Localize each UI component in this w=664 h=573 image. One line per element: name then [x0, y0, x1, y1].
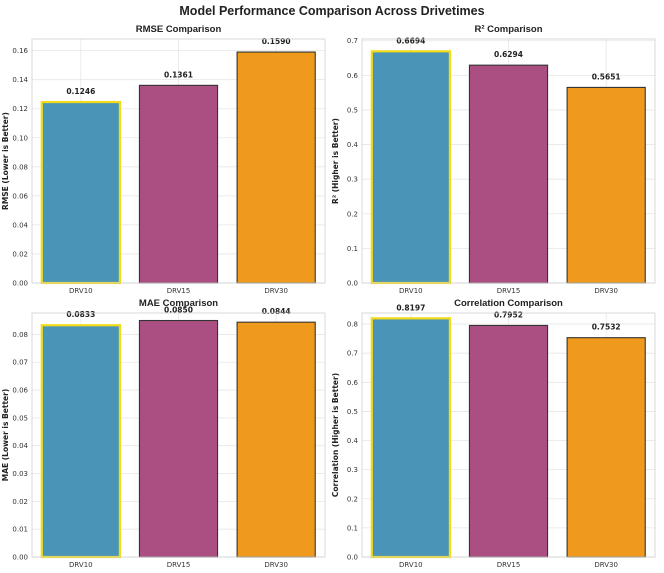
data-label-drv10: 0.1246 — [66, 87, 95, 96]
x-tick-label: DRV30 — [264, 287, 288, 295]
plot-frame — [361, 312, 656, 558]
y-tick-label: 0.1 — [347, 245, 358, 253]
bar-drv30 — [236, 321, 316, 558]
bar-drv10 — [370, 317, 451, 559]
bar-drv30 — [566, 86, 646, 284]
y-tick-label: 0.14 — [12, 76, 28, 84]
y-tick-label: 0.0 — [347, 554, 358, 562]
bar-drv15 — [468, 64, 549, 284]
subplot-title: Correlation Comparison — [454, 298, 563, 309]
y-tick-label: 0.7 — [347, 37, 358, 45]
y-tick-label: 0.00 — [12, 280, 28, 288]
y-tick-label: 0.5 — [347, 408, 358, 416]
subplot-title: R² Comparison — [474, 24, 542, 35]
y-tick-label: 0.6 — [347, 379, 359, 387]
bar-drv15 — [468, 324, 549, 558]
bar-drv30 — [236, 51, 316, 284]
data-label-drv15: 0.0850 — [164, 306, 193, 315]
y-tick-label: 0.3 — [347, 466, 358, 474]
y-axis-label: Correlation (Higher is Better) — [331, 373, 340, 497]
subplot-1: 0.1246 0.1361 0.1590 0.00 0.02 0.04 0.06 0.08 0.… — [1, 24, 326, 295]
y-axis-label: R² (Higher is Better) — [331, 118, 340, 204]
data-label-drv30: 0.1590 — [262, 37, 291, 46]
data-label-drv15: 0.7952 — [494, 310, 523, 319]
x-tick-label: DRV15 — [167, 561, 191, 569]
y-tick-label: 0.02 — [12, 250, 28, 258]
plot-frame — [31, 38, 326, 284]
y-tick-label: 0.00 — [12, 554, 28, 562]
subplot-4: 0.8197 0.7952 0.7532 0.0 0.1 0.2 0.3 0.4 0.5 0.6 0… — [331, 298, 656, 569]
y-tick-label: 0.05 — [12, 414, 28, 422]
figure-title: Model Performance Comparison Across Driv… — [179, 4, 484, 18]
y-tick-label: 0.04 — [12, 221, 28, 229]
plot-frame — [31, 312, 326, 558]
bar-drv10 — [40, 100, 121, 285]
x-tick-label: DRV10 — [69, 561, 93, 569]
subplot-2: 0.6694 0.6294 0.5651 0.0 0.1 0.2 0.3 0.4 0.5 0.6 0… — [331, 24, 656, 295]
y-tick-label: 0.06 — [12, 192, 28, 200]
x-tick-label: DRV10 — [69, 287, 93, 295]
y-tick-label: 0.2 — [347, 210, 358, 218]
data-label-drv15: 0.6294 — [494, 50, 523, 59]
y-tick-label: 0.16 — [12, 47, 28, 55]
y-tick-label: 0.04 — [12, 442, 28, 450]
y-tick-label: 0.5 — [347, 106, 358, 114]
y-tick-label: 0.7 — [347, 350, 358, 358]
y-tick-label: 0.01 — [12, 526, 28, 534]
y-tick-label: 0.6 — [347, 72, 359, 80]
bar-drv30 — [566, 337, 646, 558]
y-tick-label: 0.8 — [347, 321, 358, 329]
data-label-drv10: 0.0833 — [66, 310, 95, 319]
y-tick-label: 0.0 — [347, 280, 358, 288]
x-tick-label: DRV10 — [399, 561, 423, 569]
y-tick-label: 0.4 — [347, 437, 359, 445]
data-label-drv10: 0.8197 — [396, 303, 425, 312]
y-tick-label: 0.3 — [347, 176, 358, 184]
y-tick-label: 0.02 — [12, 498, 28, 506]
y-tick-label: 0.06 — [12, 387, 28, 395]
bar-drv15 — [138, 84, 219, 284]
x-tick-label: DRV15 — [167, 287, 191, 295]
x-tick-label: DRV15 — [497, 561, 521, 569]
y-tick-label: 0.1 — [347, 524, 358, 532]
y-tick-label: 0.03 — [12, 470, 28, 478]
subplot-title: RMSE Comparison — [136, 24, 222, 35]
x-tick-label: DRV30 — [264, 561, 288, 569]
data-label-drv30: 0.0844 — [262, 307, 291, 316]
y-tick-label: 0.4 — [347, 141, 359, 149]
data-label-drv10: 0.6694 — [396, 36, 425, 45]
bar-drv15 — [138, 319, 219, 558]
subplot-title: MAE Comparison — [139, 298, 218, 309]
x-tick-label: DRV15 — [497, 287, 521, 295]
y-tick-label: 0.12 — [12, 105, 28, 113]
x-tick-label: DRV10 — [399, 287, 423, 295]
x-tick-label: DRV30 — [594, 561, 618, 569]
y-axis-label: MAE (Lower is Better) — [1, 389, 10, 482]
y-tick-label: 0.10 — [12, 134, 28, 142]
x-tick-label: DRV30 — [594, 287, 618, 295]
y-tick-label: 0.2 — [347, 495, 358, 503]
subplot-3: 0.0833 0.0850 0.0844 0.00 0.01 0.02 0.03 0.04 0.… — [1, 298, 326, 569]
y-tick-label: 0.07 — [12, 359, 28, 367]
y-tick-label: 0.08 — [12, 331, 28, 339]
data-label-drv15: 0.1361 — [164, 70, 193, 79]
bar-drv10 — [370, 50, 451, 285]
data-label-drv30: 0.5651 — [592, 72, 621, 81]
bar-drv10 — [40, 324, 121, 559]
data-label-drv30: 0.7532 — [592, 323, 621, 332]
y-axis-label: RMSE (Lower is Better) — [1, 112, 10, 210]
plot-frame — [361, 38, 656, 284]
y-tick-label: 0.08 — [12, 163, 28, 171]
